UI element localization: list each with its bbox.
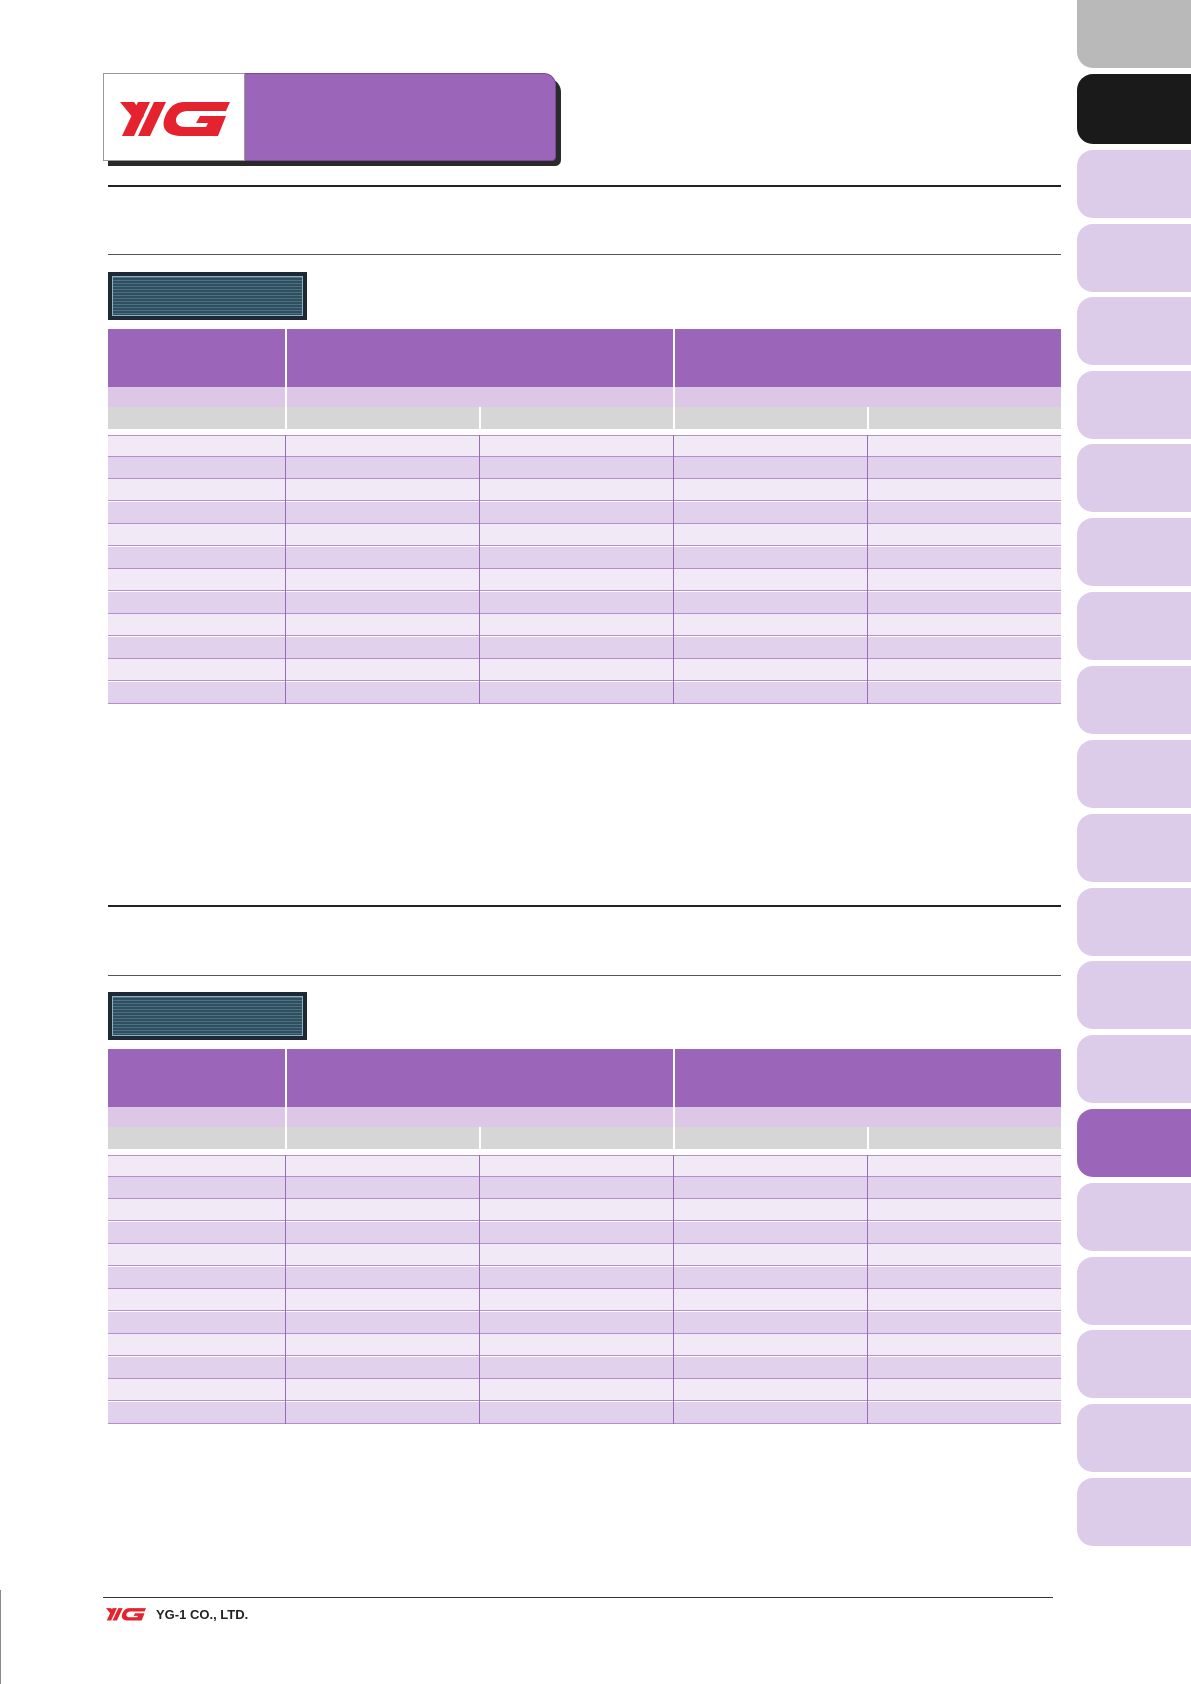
section-2-sub-rule — [108, 975, 1061, 976]
table-row — [108, 1357, 1061, 1379]
table-subheader-group-2 — [675, 1107, 1061, 1127]
column-divider — [285, 1155, 286, 1424]
table-unit-row — [108, 1127, 1061, 1149]
divider — [867, 407, 869, 429]
table-row — [108, 1155, 1061, 1177]
side-tab-3[interactable] — [1077, 150, 1191, 218]
side-tab-19[interactable] — [1077, 1330, 1191, 1398]
section-2-table — [108, 1049, 1061, 1429]
side-tab-10[interactable] — [1077, 666, 1191, 734]
table-subheader-group-1 — [287, 387, 673, 407]
table-row — [108, 569, 1061, 591]
table-row — [108, 682, 1061, 704]
side-tab-8[interactable] — [1077, 518, 1191, 586]
table-row — [108, 1402, 1061, 1424]
table-header-group-1 — [287, 1049, 673, 1107]
section-1-sub-rule — [108, 254, 1061, 255]
table-header-group-2 — [675, 1049, 1061, 1107]
footer-rule — [103, 1597, 1053, 1598]
footer-company: YG-1 CO., LTD. — [156, 1607, 249, 1622]
table-row — [108, 479, 1061, 501]
table-subheader-group-1 — [287, 1107, 673, 1127]
column-divider — [285, 435, 286, 704]
side-tab-1[interactable] — [1077, 0, 1191, 68]
side-tab-20[interactable] — [1077, 1404, 1191, 1472]
section-1-table — [108, 329, 1061, 709]
section-1-badge — [108, 272, 307, 320]
column-divider — [867, 1155, 868, 1424]
side-tab-7[interactable] — [1077, 444, 1191, 512]
header-brand — [103, 73, 561, 166]
table-row — [108, 1267, 1061, 1289]
table-row — [108, 547, 1061, 569]
section-2-badge — [108, 992, 307, 1040]
column-divider — [479, 435, 480, 704]
side-tab-21[interactable] — [1077, 1478, 1191, 1546]
table-row — [108, 1222, 1061, 1244]
table-subheader-col-1 — [108, 1107, 285, 1127]
section-2-top-rule — [108, 905, 1061, 907]
table-header-col-1 — [108, 329, 285, 387]
table-row — [108, 524, 1061, 546]
yg-small-logo-icon — [106, 1608, 146, 1621]
table-header-group-1 — [287, 329, 673, 387]
side-tab-11[interactable] — [1077, 740, 1191, 808]
table-row — [108, 1334, 1061, 1356]
divider — [285, 1107, 287, 1149]
table-row — [108, 637, 1061, 659]
side-tab-2[interactable] — [1077, 74, 1191, 144]
table-unit-row — [108, 407, 1061, 429]
side-tab-16[interactable] — [1077, 1109, 1191, 1177]
side-tab-6[interactable] — [1077, 371, 1191, 439]
side-tab-12[interactable] — [1077, 814, 1191, 882]
table-row — [108, 435, 1061, 457]
table-header-col-1 — [108, 1049, 285, 1107]
divider — [673, 1107, 675, 1149]
table-row — [108, 659, 1061, 681]
side-tab-13[interactable] — [1077, 888, 1191, 956]
column-divider — [673, 435, 674, 704]
page-edge — [0, 1590, 1, 1684]
table-row — [108, 592, 1061, 614]
table-row — [108, 1199, 1061, 1221]
column-divider — [479, 1155, 480, 1424]
table-row — [108, 1244, 1061, 1266]
side-tab-4[interactable] — [1077, 224, 1191, 292]
table-row — [108, 1177, 1061, 1199]
table-subheader-group-2 — [675, 387, 1061, 407]
divider — [479, 407, 481, 429]
logo-box — [103, 73, 245, 161]
side-tab-9[interactable] — [1077, 592, 1191, 660]
column-divider — [867, 435, 868, 704]
table-row — [108, 1312, 1061, 1334]
column-divider — [673, 1155, 674, 1424]
side-tab-18[interactable] — [1077, 1257, 1191, 1325]
divider — [673, 387, 675, 429]
yg-logo-icon — [120, 102, 230, 136]
divider — [867, 1127, 869, 1149]
table-subheader-col-1 — [108, 387, 285, 407]
table-header-group-2 — [675, 329, 1061, 387]
section-1-top-rule — [108, 185, 1061, 187]
table-row — [108, 614, 1061, 636]
side-tab-14[interactable] — [1077, 961, 1191, 1029]
side-tab-17[interactable] — [1077, 1183, 1191, 1251]
divider — [479, 1127, 481, 1149]
table-row — [108, 1379, 1061, 1401]
table-row — [108, 502, 1061, 524]
table-row — [108, 457, 1061, 479]
side-tab-15[interactable] — [1077, 1035, 1191, 1103]
side-tab-5[interactable] — [1077, 297, 1191, 365]
divider — [285, 387, 287, 429]
table-row — [108, 1289, 1061, 1311]
